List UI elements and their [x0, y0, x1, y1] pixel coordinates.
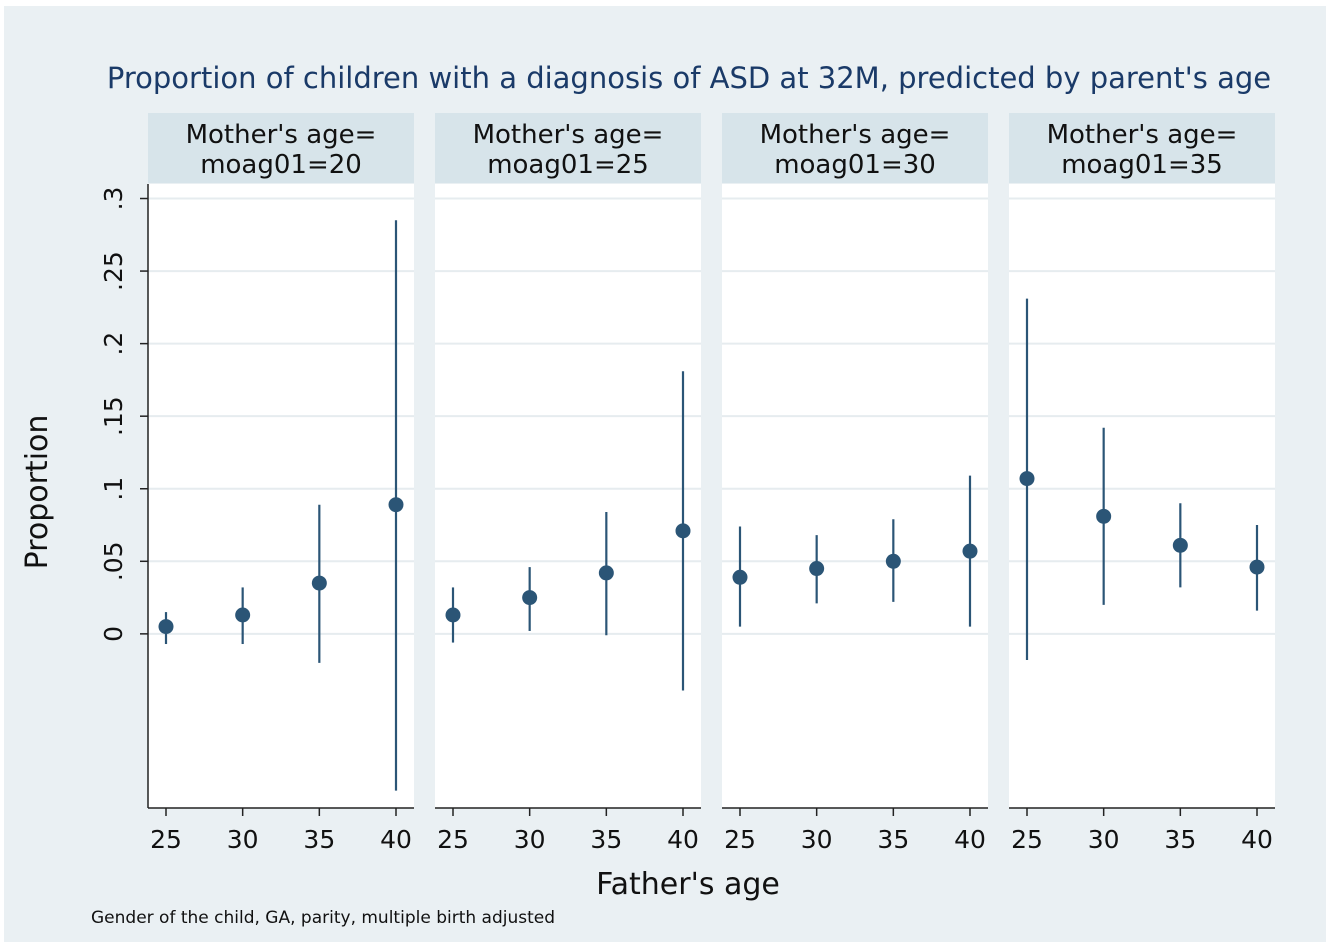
estimate-point [1019, 471, 1035, 487]
estimate-point [522, 590, 538, 606]
estimate-point [1172, 537, 1188, 553]
estimate-point [598, 565, 614, 581]
y-tick-label: .05 [99, 541, 128, 581]
facet-strip [435, 113, 701, 183]
chart-title: Proportion of children with a diagnosis … [107, 61, 1271, 95]
x-tick-label: 40 [380, 825, 412, 854]
estimate-point [1096, 508, 1112, 524]
facet-label-line2: moag01=20 [200, 150, 362, 180]
y-tick-label: .15 [99, 396, 128, 436]
chart-note: Gender of the child, GA, parity, multipl… [91, 908, 555, 928]
facet-panel-3: Mother's age=moag01=30 25 30 35 40 [722, 113, 988, 854]
estimate-point [311, 575, 327, 591]
y-tick-label: .25 [99, 251, 128, 291]
x-tick-label: 40 [667, 825, 699, 854]
facet-label-line1: Mother's age= [186, 120, 377, 150]
estimate-point [1249, 559, 1265, 575]
facet-strip [1009, 113, 1275, 183]
plot-area [148, 184, 414, 808]
facet-label-line1: Mother's age= [760, 120, 951, 150]
figure: Proportion of children with a diagnosis … [4, 6, 1326, 942]
plot-area [435, 184, 701, 808]
y-tick-label: 0 [99, 626, 128, 642]
plot-area [722, 184, 988, 808]
estimate-point [445, 607, 461, 623]
estimate-point [962, 543, 978, 559]
facet-label-line1: Mother's age= [473, 120, 664, 150]
facet-strip [722, 113, 988, 183]
facet-panel-4: Mother's age=moag01=35 25 30 35 40 [1009, 113, 1275, 854]
faceted-chart: Proportion of children with a diagnosis … [20, 61, 1275, 928]
facet-strip [148, 113, 414, 183]
x-tick-label: 35 [590, 825, 622, 854]
y-tick-label: .3 [99, 187, 128, 211]
x-axis-title: Father's age [596, 867, 780, 902]
estimate-point [675, 523, 691, 539]
x-tick-label: 25 [1011, 825, 1043, 854]
plot-area [1009, 184, 1275, 808]
y-tick-label: .1 [99, 477, 128, 501]
x-tick-label: 25 [724, 825, 756, 854]
estimate-point [158, 619, 174, 635]
x-tick-label: 40 [954, 825, 986, 854]
x-tick-label: 40 [1241, 825, 1273, 854]
x-tick-label: 30 [1088, 825, 1120, 854]
y-axis-title: Proportion [20, 415, 55, 570]
estimate-point [388, 497, 404, 513]
x-tick-label: 35 [1164, 825, 1196, 854]
facet-panel-2: Mother's age=moag01=25 25 30 35 40 [435, 113, 701, 854]
facet-panel-1: Mother's age=moag01=20 25 30 35 40 [148, 113, 414, 854]
x-tick-label: 35 [877, 825, 909, 854]
estimate-point [732, 569, 748, 585]
facet-label-line2: moag01=25 [487, 150, 649, 180]
estimate-point [809, 561, 825, 577]
estimate-point [235, 607, 251, 623]
x-tick-label: 30 [514, 825, 546, 854]
x-tick-label: 25 [150, 825, 182, 854]
estimate-point [885, 553, 901, 569]
x-tick-label: 30 [227, 825, 259, 854]
y-tick-label: .2 [99, 332, 128, 356]
facet-label-line1: Mother's age= [1047, 120, 1238, 150]
facet-label-line2: moag01=35 [1061, 150, 1223, 180]
x-tick-label: 25 [437, 825, 469, 854]
x-tick-label: 30 [801, 825, 833, 854]
x-tick-label: 35 [303, 825, 335, 854]
facet-label-line2: moag01=30 [774, 150, 936, 180]
